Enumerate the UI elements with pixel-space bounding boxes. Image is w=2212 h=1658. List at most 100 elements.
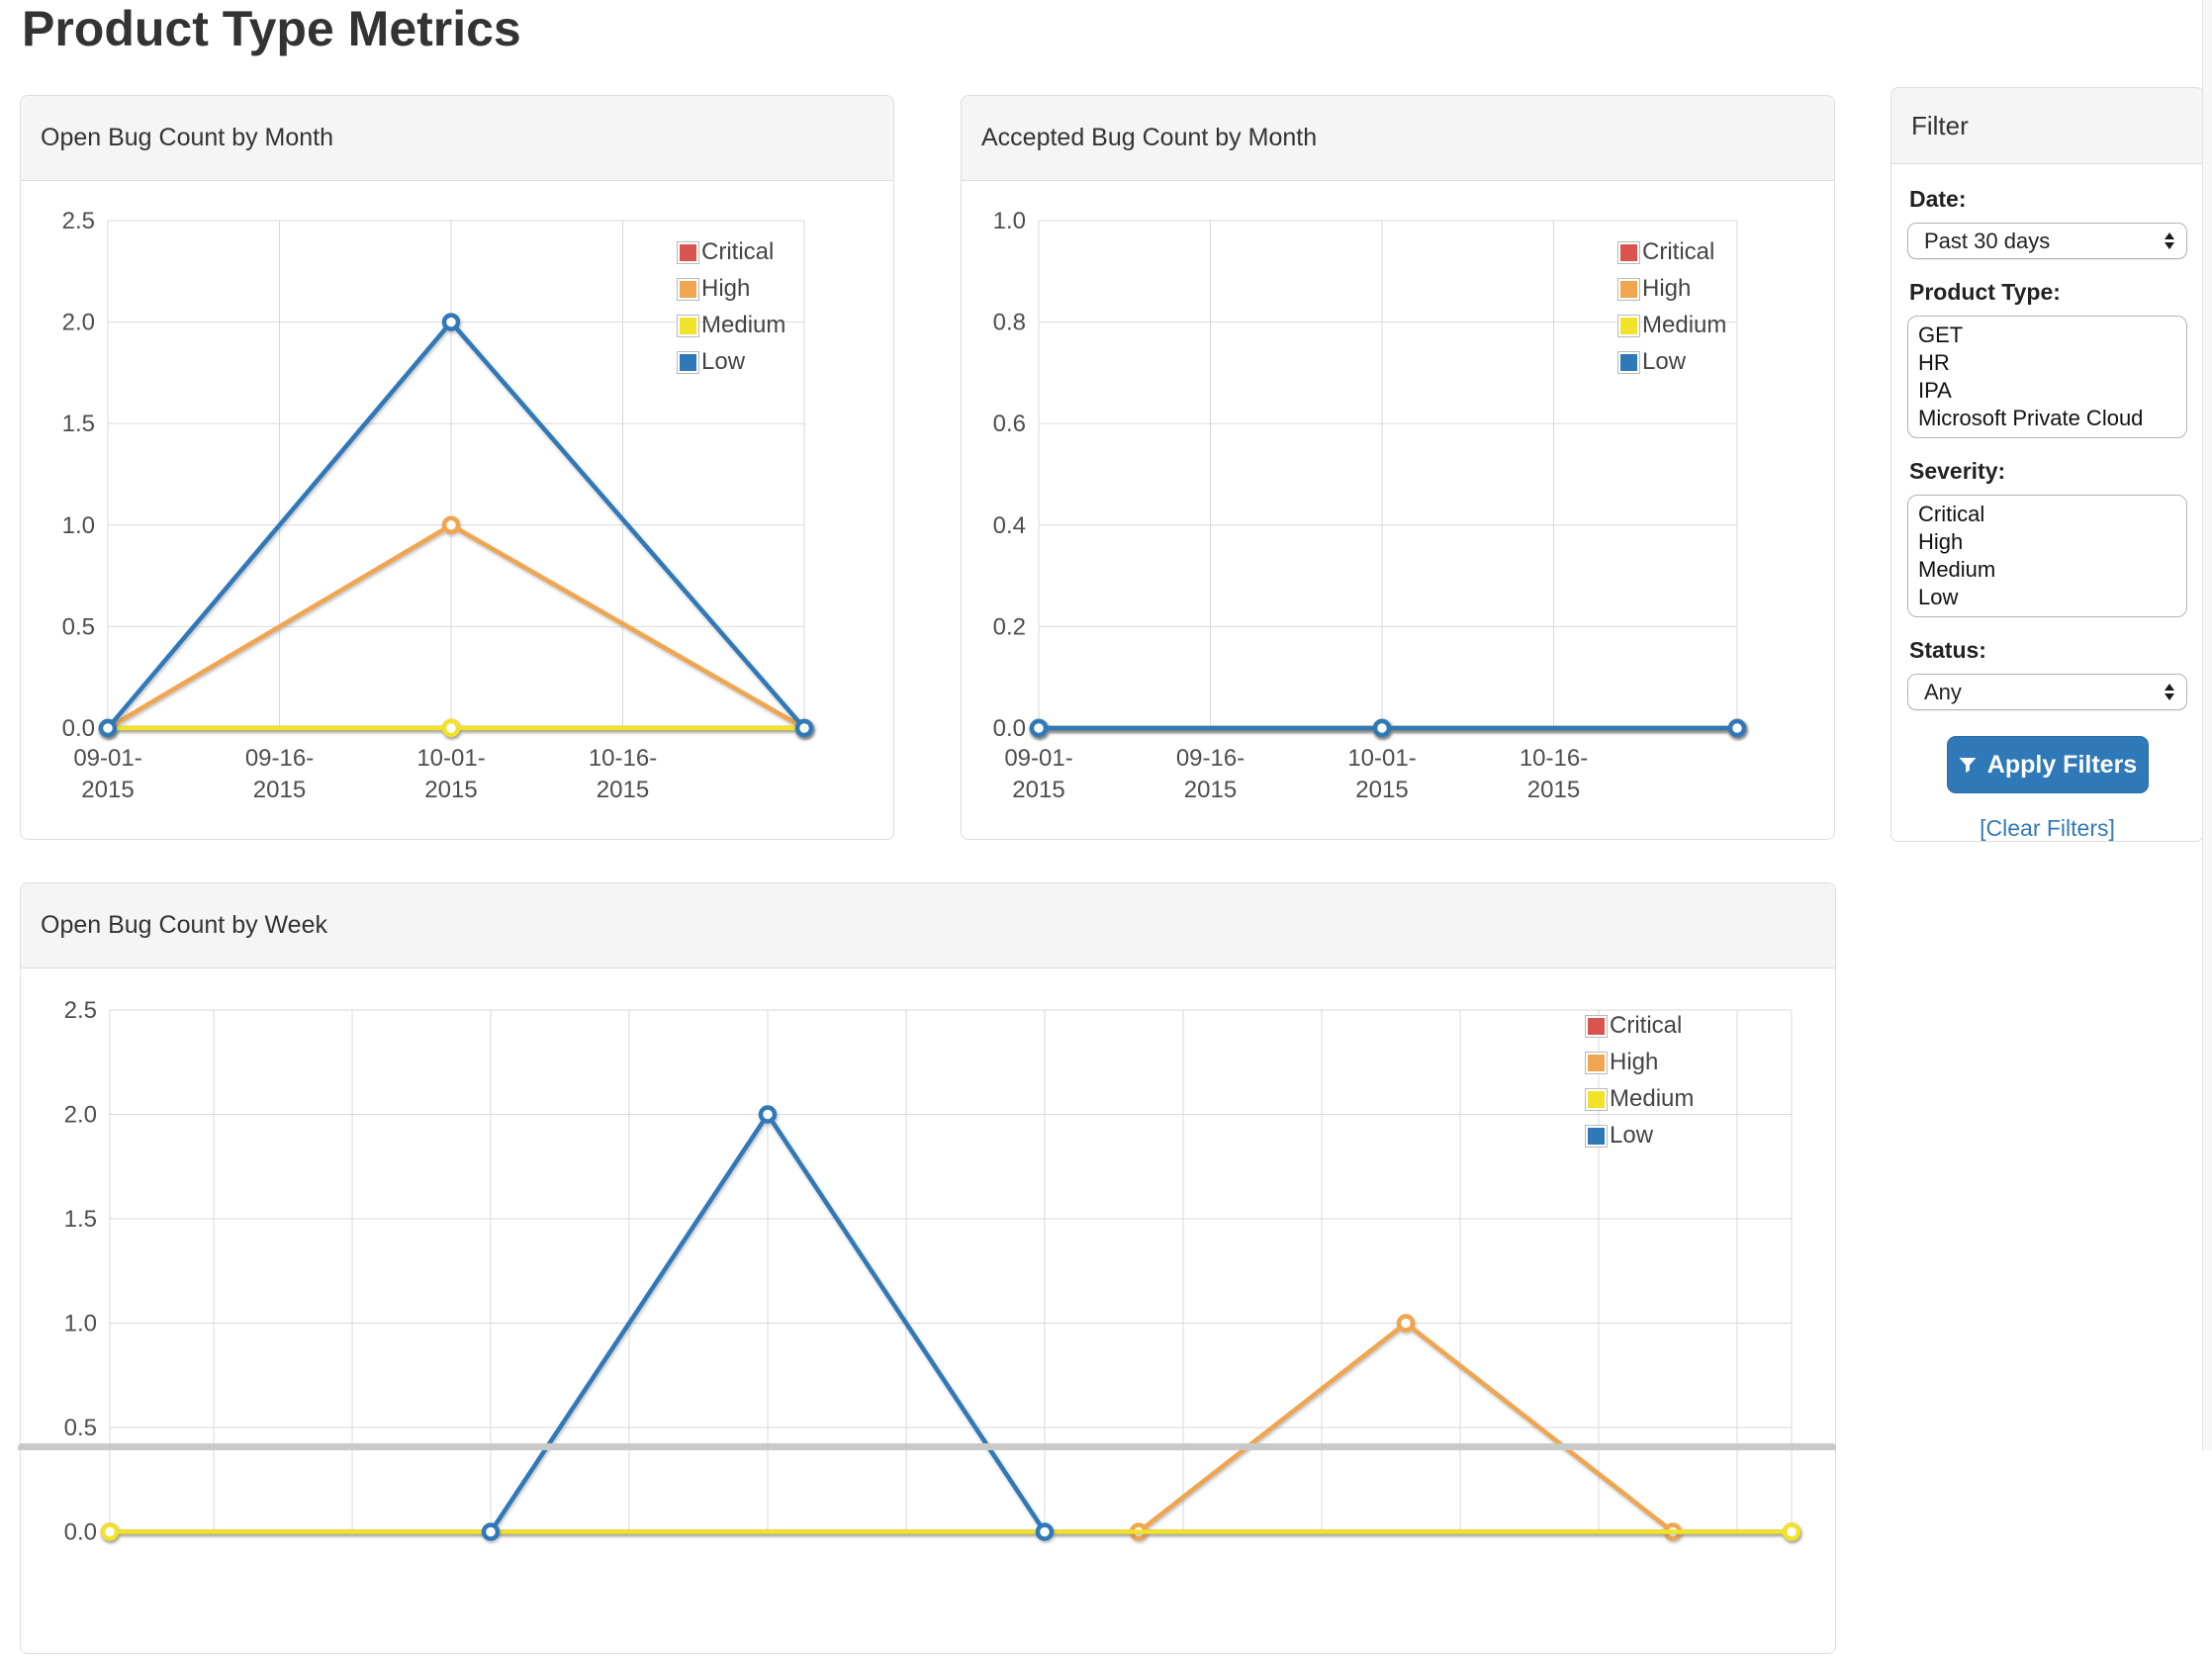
chart-legend: Critical High Medium Low [1585, 1012, 1695, 1150]
legend-label: Medium [701, 312, 786, 338]
svg-text:2015: 2015 [424, 777, 477, 803]
accepted-bug-count-by-month-panel: Accepted Bug Count by Month 0.0 0.2 0.4 0.6… [961, 95, 1835, 840]
product-type-option[interactable]: GET [1918, 322, 1964, 347]
svg-text:1.0: 1.0 [62, 512, 95, 539]
severity-label: Severity: [1909, 458, 2006, 484]
open-bug-count-by-month-panel: Open Bug Count by Month 0.0 0.5 1.0 1.5 2.0 2… [20, 95, 894, 840]
filter-panel: Filter Date: Past 30 days Product Type: … [1890, 87, 2204, 842]
status-select-value: Any [1924, 679, 1962, 704]
open-bug-count-by-week-panel: Open Bug Count by Week 0.0 0.5 1.0 1.5 2.0 2.… [20, 882, 1836, 1654]
svg-text:2.5: 2.5 [64, 997, 97, 1024]
legend-swatch-icon [1617, 240, 1640, 264]
date-select-value: Past 30 days [1924, 228, 2051, 253]
legend-label: High [1610, 1049, 1659, 1075]
svg-text:09-16-: 09-16- [1176, 745, 1244, 772]
panel-title-open-bug-count-by-week: Open Bug Count by Week [21, 883, 1835, 968]
svg-text:2015: 2015 [1527, 777, 1580, 803]
legend-item-low: Low [1585, 1122, 1694, 1150]
product-type-label: Product Type: [1909, 279, 2061, 305]
legend-swatch-icon [1617, 314, 1640, 337]
legend-swatch-icon [1617, 277, 1640, 301]
legend-item-critical: Critical [1585, 1012, 1694, 1040]
vertical-scrollbar[interactable] [2202, 0, 2212, 1450]
product-type-listbox[interactable]: GET HR IPA Microsoft Private Cloud [1907, 316, 2187, 438]
svg-text:1.5: 1.5 [64, 1206, 97, 1233]
svg-text:2015: 2015 [1184, 777, 1237, 803]
open-bug-count-by-week-chart: 0.0 0.5 1.0 1.5 2.0 2.5 Critical High Medium Low [21, 968, 1835, 1658]
legend-label: Low [1610, 1122, 1654, 1149]
filter-panel-title: Filter [1891, 88, 2203, 164]
apply-filters-button[interactable]: Apply Filters [1946, 736, 2149, 793]
open-bug-count-by-month-chart: 0.0 0.5 1.0 1.5 2.0 2.5 09-01- 2015 09-16- 2015 10… [21, 181, 893, 844]
severity-option[interactable]: High [1918, 529, 1964, 554]
select-updown-icon [2165, 684, 2174, 700]
legend-item-high: High [1617, 275, 1726, 303]
legend-swatch-icon [1585, 1124, 1608, 1148]
svg-text:0.6: 0.6 [993, 411, 1026, 437]
legend-swatch-icon [1585, 1087, 1608, 1111]
svg-text:0.0: 0.0 [993, 715, 1026, 742]
svg-text:10-16-: 10-16- [1520, 745, 1588, 772]
svg-text:2.0: 2.0 [64, 1102, 97, 1129]
panel-title-open-bug-count-by-month: Open Bug Count by Month [21, 96, 893, 181]
svg-text:2.5: 2.5 [62, 208, 95, 234]
svg-text:1.0: 1.0 [64, 1311, 97, 1337]
legend-label: Medium [1642, 312, 1727, 338]
legend-item-medium: Medium [1617, 312, 1727, 339]
legend-item-critical: Critical [1617, 238, 1726, 266]
legend-swatch-icon [677, 277, 699, 301]
svg-text:10-01-: 10-01- [416, 745, 485, 772]
legend-item-medium: Medium [677, 312, 786, 339]
legend-item-high: High [1585, 1049, 1694, 1076]
legend-label: Medium [1610, 1085, 1695, 1112]
select-updown-icon [2165, 232, 2174, 249]
severity-option[interactable]: Low [1918, 585, 1959, 609]
product-type-option[interactable]: Microsoft Private Cloud [1918, 406, 2144, 430]
legend-swatch-icon [677, 314, 699, 337]
legend-label: High [1642, 275, 1692, 302]
svg-text:2.0: 2.0 [62, 310, 95, 336]
page-title: Product Type Metrics [22, 1, 521, 56]
legend-label: Critical [1610, 1012, 1683, 1039]
status-select[interactable]: Any [1907, 674, 2187, 710]
svg-text:10-01-: 10-01- [1347, 745, 1416, 772]
horizontal-scrollbar-thumb[interactable] [18, 1443, 1836, 1450]
date-select[interactable]: Past 30 days [1907, 223, 2187, 259]
product-type-option[interactable]: HR [1918, 350, 1950, 375]
legend-label: Low [1642, 348, 1687, 375]
severity-option[interactable]: Medium [1918, 557, 1996, 582]
svg-text:1.0: 1.0 [993, 208, 1026, 234]
legend-item-low: Low [677, 348, 785, 376]
legend-label: Critical [1642, 238, 1715, 265]
svg-text:2015: 2015 [597, 777, 649, 803]
legend-swatch-icon [677, 240, 699, 264]
svg-text:0.0: 0.0 [64, 1520, 97, 1546]
legend-swatch-icon [677, 350, 699, 374]
svg-text:09-01-: 09-01- [1004, 745, 1072, 772]
legend-swatch-icon [1585, 1051, 1608, 1074]
chart-legend: Critical High Medium Low [677, 238, 786, 376]
legend-swatch-icon [1585, 1014, 1608, 1038]
svg-text:0.5: 0.5 [64, 1415, 97, 1441]
svg-text:2015: 2015 [81, 777, 134, 803]
severity-option[interactable]: Critical [1918, 502, 1985, 526]
legend-label: Critical [701, 238, 775, 265]
panel-title-accepted-bug-count-by-month: Accepted Bug Count by Month [962, 96, 1834, 181]
svg-text:0.4: 0.4 [993, 512, 1026, 539]
legend-item-low: Low [1617, 348, 1726, 376]
product-type-option[interactable]: IPA [1918, 378, 1952, 403]
svg-text:0.2: 0.2 [993, 613, 1026, 640]
svg-text:09-01-: 09-01- [73, 745, 141, 772]
chart-legend: Critical High Medium Low [1617, 238, 1727, 376]
legend-label: High [701, 275, 751, 302]
legend-label: Low [701, 348, 746, 375]
legend-item-high: High [677, 275, 785, 303]
legend-item-critical: Critical [677, 238, 785, 266]
legend-swatch-icon [1617, 350, 1640, 374]
svg-text:2015: 2015 [1012, 777, 1064, 803]
severity-listbox[interactable]: Critical High Medium Low [1907, 495, 2187, 617]
clear-filters-link[interactable]: [Clear Filters] [1980, 815, 2115, 841]
funnel-icon [1959, 758, 1977, 773]
svg-text:0.0: 0.0 [62, 715, 95, 742]
date-label: Date: [1909, 186, 1967, 212]
